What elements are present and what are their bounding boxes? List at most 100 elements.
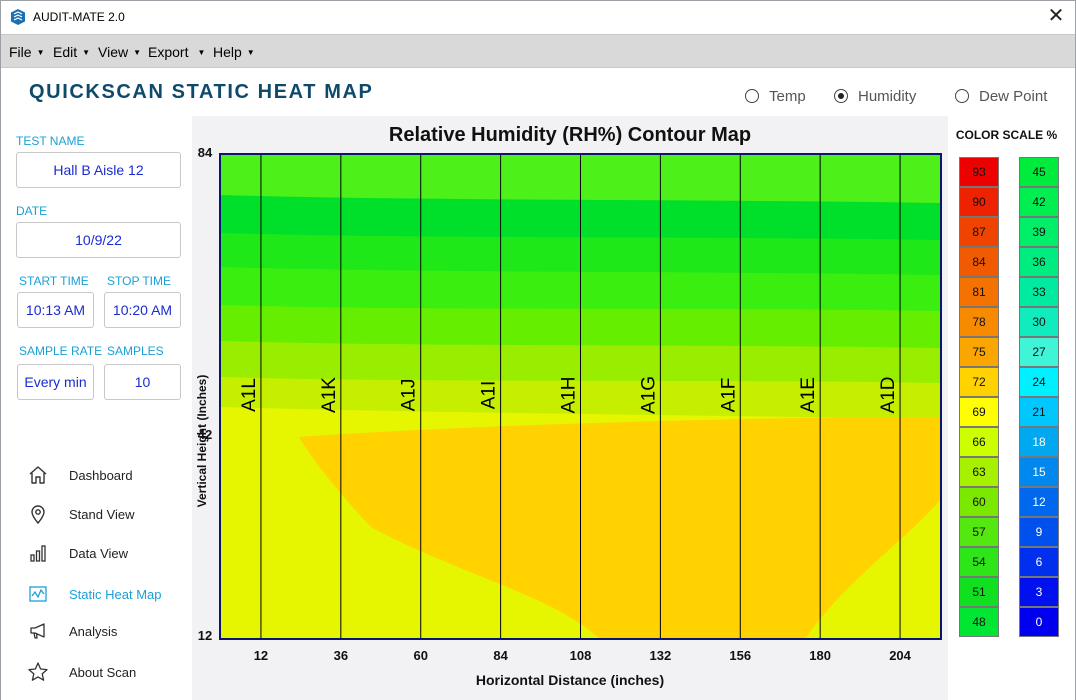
color-scale-swatch: 33 (1019, 277, 1059, 307)
chart-title: Relative Humidity (RH%) Contour Map (388, 124, 752, 146)
x-axis-title: Horizontal Distance (inches) (475, 672, 665, 688)
contour-band-72 (299, 417, 940, 638)
color-scale-swatch: 36 (1019, 247, 1059, 277)
page-title: QUICKSCAN STATIC HEAT MAP (29, 81, 374, 103)
radio-temp[interactable]: Temp (745, 86, 806, 106)
stand-label: A1G (638, 376, 659, 414)
color-scale-swatch: 15 (1019, 457, 1059, 487)
title-bar: AUDIT-MATE 2.0 ✕ (1, 1, 1075, 34)
nav-dashboard[interactable]: Dashboard (27, 463, 133, 487)
menu-help-label: Help (213, 44, 242, 60)
x-tick-label: 84 (493, 648, 508, 663)
color-scale-swatch: 0 (1019, 607, 1059, 637)
menu-export[interactable]: Export ▼ (148, 44, 205, 60)
x-tick-label: 12 (253, 648, 269, 663)
color-scale-swatch: 18 (1019, 427, 1059, 457)
color-scale-title: COLOR SCALE % (955, 128, 1058, 142)
radio-humidity-ring (834, 89, 848, 103)
color-scale-swatch: 57 (959, 517, 999, 547)
x-tick-label: 132 (649, 648, 672, 663)
color-scale-swatch: 48 (959, 607, 999, 637)
chevron-down-icon: ▼ (82, 48, 91, 57)
color-scale-swatch: 84 (959, 247, 999, 277)
nav-about-scan-label: About Scan (69, 664, 137, 680)
nav-about-scan[interactable]: About Scan (27, 660, 136, 684)
menu-file-label: File (9, 44, 32, 60)
nav-static-heat-map[interactable]: Static Heat Map (27, 582, 162, 606)
nav-analysis-label: Analysis (69, 623, 118, 639)
color-scale-swatch: 45 (1019, 157, 1059, 187)
color-scale-swatch: 54 (959, 547, 999, 577)
menu-edit[interactable]: Edit ▼ (53, 44, 90, 60)
start-time-label: START TIME (19, 274, 89, 288)
y-tick-label: 12 (197, 628, 213, 643)
x-tick-label: 108 (569, 648, 592, 663)
menu-file[interactable]: File ▼ (9, 44, 44, 60)
color-scale-swatch: 63 (959, 457, 999, 487)
x-tick-label: 204 (889, 648, 911, 663)
menu-help[interactable]: Help ▼ (213, 44, 255, 60)
heatmap-icon (27, 583, 49, 605)
menu-export-label: Export (148, 44, 189, 60)
stand-label: A1D (878, 377, 899, 414)
location-pin-icon (27, 503, 49, 525)
color-scale-swatch: 87 (959, 217, 999, 247)
radio-humidity[interactable]: Humidity (834, 86, 916, 106)
radio-temp-label: Temp (769, 87, 806, 105)
color-scale-swatch: 42 (1019, 187, 1059, 217)
heat-map-panel: Relative Humidity (RH%) Contour Map Vert… (192, 116, 948, 700)
x-tick-label: 60 (413, 648, 428, 663)
color-scale-swatch: 21 (1019, 397, 1059, 427)
color-scale-swatch: 75 (959, 337, 999, 367)
window-title: AUDIT-MATE 2.0 (33, 10, 125, 24)
color-scale-swatch: 51 (959, 577, 999, 607)
x-tick-label: 36 (333, 648, 349, 663)
color-scale-swatch: 60 (959, 487, 999, 517)
color-scale-swatch: 39 (1019, 217, 1059, 247)
y-tick-label: 84 (197, 145, 213, 160)
menu-edit-label: Edit (53, 44, 78, 60)
nav-analysis[interactable]: Analysis (27, 619, 117, 643)
color-scale-swatch: 6 (1019, 547, 1059, 577)
stand-label: A1E (798, 377, 819, 413)
nav-data-view[interactable]: Data View (27, 541, 128, 565)
bar-chart-icon (27, 542, 49, 564)
radio-dew-point-ring (955, 89, 969, 103)
menu-view[interactable]: View ▼ (98, 44, 141, 60)
color-scale-swatch: 69 (959, 397, 999, 427)
nav-stand-view-label: Stand View (69, 506, 135, 522)
start-time-field[interactable]: 10:13 AM (17, 292, 94, 328)
contour-plot-svg: A1L A1K A1J A1I A1H A1G A1F A1E A1D (221, 155, 940, 638)
nav-dashboard-label: Dashboard (69, 467, 133, 483)
test-name-field[interactable]: Hall B Aisle 12 (16, 152, 181, 188)
menu-bar: File ▼ Edit ▼ View ▼ Export ▼ Help ▼ (1, 34, 1075, 68)
stop-time-label: STOP TIME (107, 274, 172, 288)
nav-static-heat-map-label: Static Heat Map (69, 586, 162, 602)
home-icon (27, 464, 49, 486)
contour-plot[interactable]: A1L A1K A1J A1I A1H A1G A1F A1E A1D (219, 153, 942, 640)
app-logo-icon (11, 9, 25, 25)
color-scale-panel: COLOR SCALE % 93 90 87 84 81 78 75 72 69 66 63 60 57… (948, 116, 1075, 700)
radio-temp-ring (745, 89, 759, 103)
samples-field[interactable]: 10 (104, 364, 181, 400)
color-scale-swatch: 3 (1019, 577, 1059, 607)
radio-dew-point[interactable]: Dew Point (955, 86, 1047, 106)
stop-time-field[interactable]: 10:20 AM (104, 292, 181, 328)
chevron-down-icon: ▼ (246, 48, 255, 57)
nav-stand-view[interactable]: Stand View (27, 502, 135, 526)
nav-data-view-label: Data View (69, 545, 129, 561)
close-icon[interactable]: ✕ (1047, 5, 1065, 27)
stand-label: A1F (718, 378, 739, 413)
sample-rate-field[interactable]: Every min (17, 364, 94, 400)
date-field[interactable]: 10/9/22 (16, 222, 181, 258)
stand-label: A1H (559, 377, 580, 414)
color-scale-swatch: 78 (959, 307, 999, 337)
sample-rate-label: SAMPLE RATE (19, 344, 103, 358)
color-scale-swatch: 66 (959, 427, 999, 457)
chevron-down-icon: ▼ (36, 48, 45, 57)
stand-label: A1L (239, 378, 260, 412)
radio-dew-point-label: Dew Point (979, 87, 1048, 105)
color-scale-swatch: 72 (959, 367, 999, 397)
color-scale-swatch: 9 (1019, 517, 1059, 547)
chevron-down-icon: ▼ (197, 48, 206, 57)
